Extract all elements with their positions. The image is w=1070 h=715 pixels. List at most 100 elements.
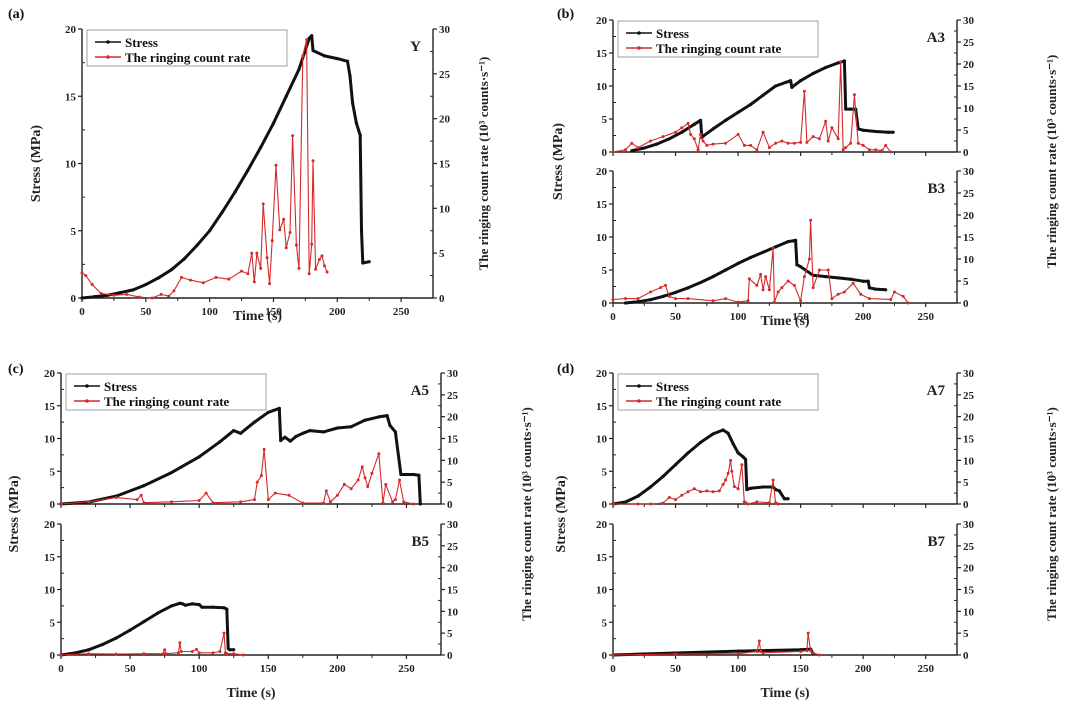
legend-stress-marker: [637, 384, 641, 388]
stress-data-point: [259, 145, 263, 149]
stress-data-point: [698, 440, 703, 445]
y-axis-title: Stress (MPa): [554, 475, 569, 552]
y-tick-label: 15: [44, 401, 56, 413]
stress-data-point: [630, 149, 634, 153]
ringing-rate-data-point: [287, 493, 291, 497]
stress-data-point: [232, 429, 236, 433]
y2-tick-label: 10: [963, 606, 975, 618]
ringing-rate-data-point: [204, 491, 208, 495]
ringing-rate-data-point: [197, 499, 201, 503]
stress-data-point: [417, 473, 421, 477]
x-axis-title: Time (s): [760, 314, 809, 329]
x-tick-label: 250: [393, 306, 410, 318]
ringing-rate-data-point: [611, 150, 615, 154]
ringing-rate-data-point: [849, 141, 853, 145]
stress-data-point: [749, 486, 753, 490]
ringing-rate-data-point: [799, 299, 803, 303]
ringing-rate-data-point: [844, 146, 848, 150]
y-tick-label: 0: [602, 147, 608, 159]
ringing-rate-data-point: [297, 266, 301, 270]
stress-data-point: [222, 606, 226, 610]
y2-tick-label: 25: [439, 69, 451, 81]
stress-data-point: [208, 229, 212, 233]
ringing-rate-data-point: [262, 447, 266, 451]
stress-data-point: [169, 470, 174, 475]
stress-data-point: [731, 442, 735, 446]
legend-box: [617, 373, 819, 411]
ringing-rate-data-point: [799, 140, 803, 144]
y2-tick-label: 20: [447, 563, 459, 575]
y-tick-label: 0: [50, 650, 56, 662]
y-tick-label: 10: [596, 81, 608, 93]
ringing-rate-data-point: [836, 137, 840, 141]
y2-tick-label: 5: [447, 477, 453, 489]
stress-data-point: [667, 137, 671, 141]
ringing-rate-data-point: [273, 491, 277, 495]
ringing-rate-data-point: [729, 458, 733, 462]
ringing-rate-data-point: [807, 257, 811, 261]
legend-stress-marker: [637, 31, 641, 35]
stress-data-point: [836, 276, 840, 280]
stress-data-point: [711, 127, 715, 131]
ringing-rate-data-point: [342, 482, 346, 486]
ringing-rate-data-point: [211, 501, 215, 505]
ringing-rate-data-point: [811, 286, 815, 290]
ringing-rate-data-point: [696, 148, 700, 152]
stress-data-point: [297, 67, 301, 71]
ringing-rate-data-point: [736, 652, 740, 656]
ringing-rate-data-point: [874, 148, 878, 152]
ringing-rate-data-point: [305, 38, 309, 42]
ringing-rate-data-point: [661, 501, 665, 505]
y2-tick-label: 30: [963, 15, 975, 27]
ringing-rate-data-point: [325, 270, 329, 274]
ringing-rate-data-point: [268, 282, 272, 286]
ringing-rate-data-point: [736, 300, 740, 304]
ringing-rate-data-point: [776, 502, 780, 506]
legend-ringing-rate-label: The ringing count rate: [656, 41, 782, 56]
ringing-rate-data-point: [761, 288, 765, 292]
stress-data-point: [311, 48, 315, 53]
x-tick-label: 200: [855, 663, 872, 675]
stress-data-point: [692, 122, 696, 126]
ringing-rate-data-point: [746, 299, 750, 303]
stress-data-point: [774, 487, 778, 492]
ringing-rate-data-point: [197, 651, 201, 655]
ringing-rate-series-line: [60, 448, 414, 505]
stress-data-point: [636, 300, 640, 304]
stress-data-point: [283, 435, 287, 439]
stress-data-point: [114, 636, 118, 640]
y2-tick-label: 20: [963, 412, 975, 424]
stress-data-point: [811, 71, 815, 76]
ringing-rate-data-point: [377, 452, 381, 456]
ringing-rate-data-point: [328, 500, 332, 504]
stress-data-point: [723, 118, 728, 122]
sample-label: A7: [927, 383, 946, 399]
stress-series-line: [81, 34, 370, 300]
stress-data-point: [361, 261, 365, 265]
ringing-rate-data-point: [780, 286, 784, 290]
stress-data-point: [824, 65, 828, 70]
ringing-rate-data-point: [411, 502, 415, 506]
x-tick-label: 0: [610, 311, 616, 323]
ringing-rate-data-point: [624, 148, 628, 152]
stress-data-point: [761, 250, 765, 254]
y2-tick-label: 10: [447, 455, 459, 467]
y-tick-label: 5: [602, 617, 608, 629]
stress-data-point: [218, 440, 222, 444]
ringing-rate-data-point: [867, 297, 871, 301]
ringing-rate-data-point: [730, 469, 734, 473]
ringing-rate-data-point: [252, 280, 256, 284]
stress-data-point: [354, 121, 359, 125]
y2-tick-label: 5: [963, 477, 969, 489]
ringing-rate-data-point: [99, 292, 103, 296]
ringing-rate-data-point: [799, 650, 803, 654]
x-tick-label: 200: [855, 311, 872, 323]
y-tick-label: 5: [50, 617, 56, 629]
stress-data-point: [736, 451, 740, 455]
stress-data-point: [388, 423, 392, 427]
stress-data-point: [711, 275, 715, 279]
ringing-rate-data-point: [824, 119, 828, 123]
ringing-rate-data-point: [811, 651, 815, 655]
stress-data-point: [661, 294, 665, 298]
